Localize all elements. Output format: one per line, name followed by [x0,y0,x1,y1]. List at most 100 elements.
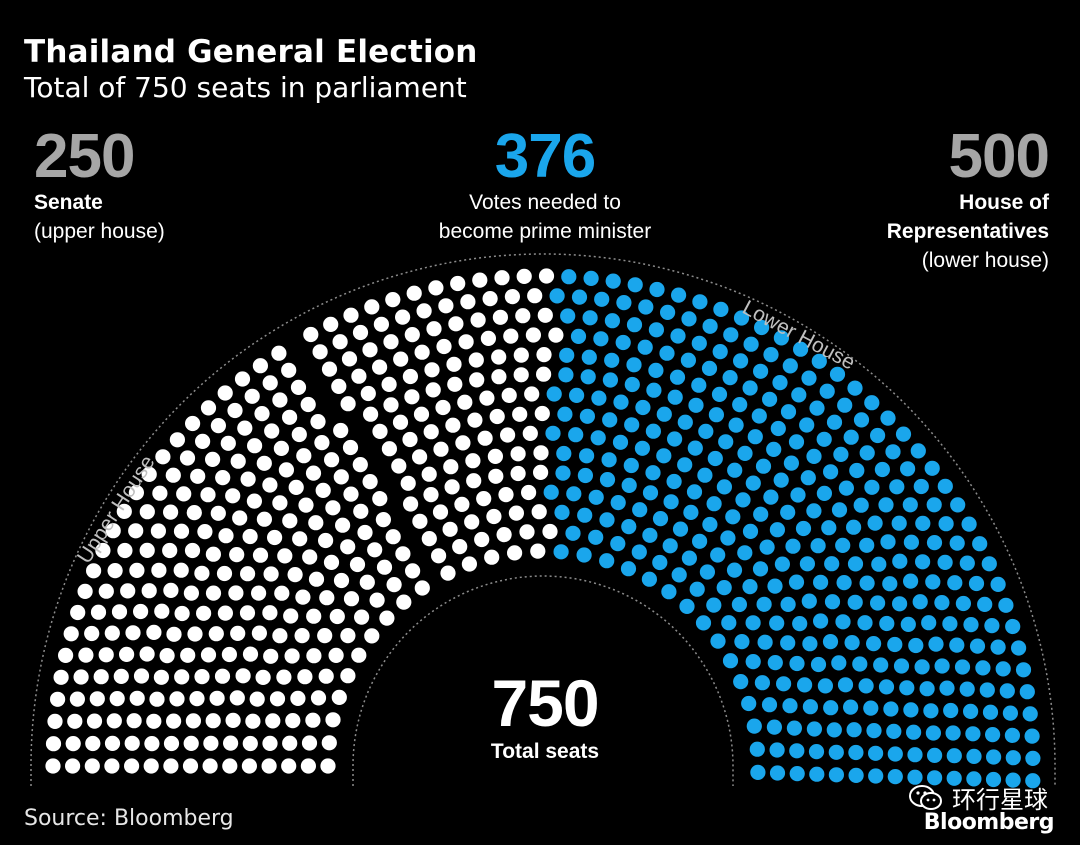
seat-dot [571,289,588,305]
seat-dot [963,617,979,633]
seat-dot [553,544,569,560]
seat-dot [546,386,562,402]
seat-dot [510,465,526,482]
seat-dot [95,542,111,559]
seat-dot [230,625,246,642]
seat-dot [323,554,340,571]
seat-dot [190,468,206,484]
seat-dot [652,510,669,527]
seat-dot [470,312,486,328]
watermark: 环行星球 [908,780,1048,815]
seat-dot [272,392,288,408]
seat-dot [146,713,162,729]
seat-dot [369,592,385,608]
seat-dot [556,445,572,462]
seat-dot [806,448,822,464]
seat-dot [731,596,748,613]
seat-dot [354,609,370,625]
seat-dot [141,466,157,482]
seat-dot [582,310,598,326]
seat-dot [536,366,552,382]
seat-dot [220,435,236,451]
seat-dot [263,648,279,664]
seat-dot [780,504,796,520]
seat-dot [107,563,123,579]
seat-dot [452,539,468,555]
seat-dot [581,349,597,365]
seat-dot [521,484,537,501]
seat-dot [866,636,882,652]
seat-dot [486,508,502,525]
seat-dot [352,324,369,341]
seat-dot [797,677,813,693]
seat-dot [847,380,863,396]
seat-dot [272,628,288,644]
seat-dot [310,690,327,706]
seat-dot [985,727,1001,743]
seat-dot [93,669,109,685]
seat-dot [455,435,471,451]
seat-dot [579,448,595,464]
seat-dot [773,330,790,346]
seat-dot [320,758,336,774]
seat-dot [335,517,351,533]
seat-dot [769,522,786,538]
seat-dot [612,434,629,450]
seat-dot [642,527,658,543]
seat-dot [963,703,979,720]
seat-dot [591,390,607,406]
seat-dot [496,527,512,543]
seat-dot [154,603,170,619]
seat-dot [323,316,339,332]
seat-dot [745,654,761,670]
seat-dot [182,758,199,774]
seat-dot [385,292,401,308]
seat-dot [373,316,389,332]
seat-dot [349,556,366,573]
seat-dot [392,414,409,430]
seat-dot [78,647,94,663]
seat-dot [47,713,63,730]
seat-dot [379,610,395,626]
seat-dot [325,712,341,728]
seat-dot [853,497,869,513]
seat-dot [360,385,376,402]
seat-dot [324,452,340,468]
seat-dot [560,308,576,324]
chart-subtitle: Total of 750 seats in parliament [24,71,467,104]
seat-dot [666,473,682,490]
seat-dot [857,615,873,631]
seat-dot [128,523,144,539]
seat-dot [710,547,726,563]
seat-dot [163,735,180,752]
seat-dot [835,537,851,554]
seat-dot [626,357,642,373]
seat-dot [938,516,954,532]
seat-dot [436,338,452,355]
seat-dot [710,633,726,649]
seat-dot [271,345,287,361]
seat-dot [789,766,805,782]
seat-dot [849,462,865,479]
seat-dot [200,400,217,416]
seat-dot [925,725,942,741]
seat-dot [222,758,238,774]
seat-dot [966,771,982,787]
seat-dot [846,519,862,535]
seat-dot [262,477,278,493]
seat-dot [282,735,298,751]
seat-dot [604,313,621,329]
seat-dot [466,473,482,489]
chart-title: Thailand General Election [24,34,478,70]
seat-dot [545,425,561,441]
seat-dot [510,446,526,462]
seat-dot [139,542,155,559]
seat-dot [1015,662,1032,678]
seat-dot [416,303,432,319]
seat-dot [129,690,145,706]
seat-dot [903,573,919,589]
seat-dot [810,656,827,673]
source-note: Source: Bloomberg [24,806,234,831]
seat-dot [325,500,341,516]
seat-dot [359,574,375,590]
